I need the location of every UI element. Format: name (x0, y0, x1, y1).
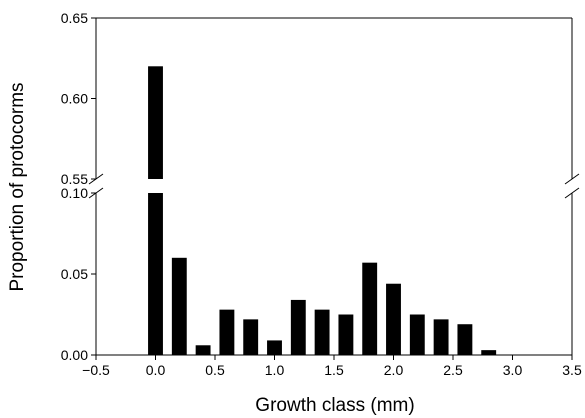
bar (243, 319, 259, 355)
bars-group (148, 66, 497, 355)
y-tick-label: 0.00 (61, 347, 88, 363)
y-tick-label: 0.10 (61, 185, 88, 201)
bar (409, 314, 425, 355)
x-tick-label: 2.5 (443, 362, 463, 378)
x-tick-label: −0.5 (82, 362, 110, 378)
axis-break-mark-right-upper (564, 173, 580, 185)
x-axis-ticks: −0.5 0.0 0.5 1.0 1.5 2.0 2.5 3.0 3.5 (82, 355, 582, 378)
bar (386, 283, 401, 355)
bar (362, 262, 378, 355)
x-tick-label: 0.0 (146, 362, 166, 378)
x-axis-title: Growth class (mm) (255, 395, 414, 416)
x-tick-label: 0.5 (205, 362, 225, 378)
bar (433, 319, 449, 355)
y-tick-label: 0.05 (61, 266, 88, 282)
bar (290, 299, 306, 355)
bar (314, 309, 330, 355)
axis-break-mark-right-lower (564, 187, 580, 199)
bar (457, 324, 473, 355)
y-tick-label: 0.65 (61, 10, 88, 26)
x-tick-label: 2.0 (384, 362, 404, 378)
y-axis-ticks: 0.55 0.60 0.65 0.00 0.05 0.10 (61, 10, 96, 363)
y-tick-label: 0.60 (61, 91, 88, 107)
bar (195, 345, 211, 355)
x-tick-label: 1.0 (265, 362, 285, 378)
bar (219, 309, 235, 355)
y-tick-label: 0.55 (61, 171, 88, 187)
x-tick-label: 1.5 (324, 362, 344, 378)
x-tick-label: 3.0 (503, 362, 523, 378)
bar (267, 340, 282, 355)
bar (148, 66, 163, 179)
bar (338, 314, 354, 355)
bar (148, 193, 163, 355)
bar (171, 257, 187, 355)
y-axis-title: Proportion of protocorms (7, 82, 28, 291)
bar (481, 350, 497, 355)
x-tick-label: 3.5 (562, 362, 582, 378)
